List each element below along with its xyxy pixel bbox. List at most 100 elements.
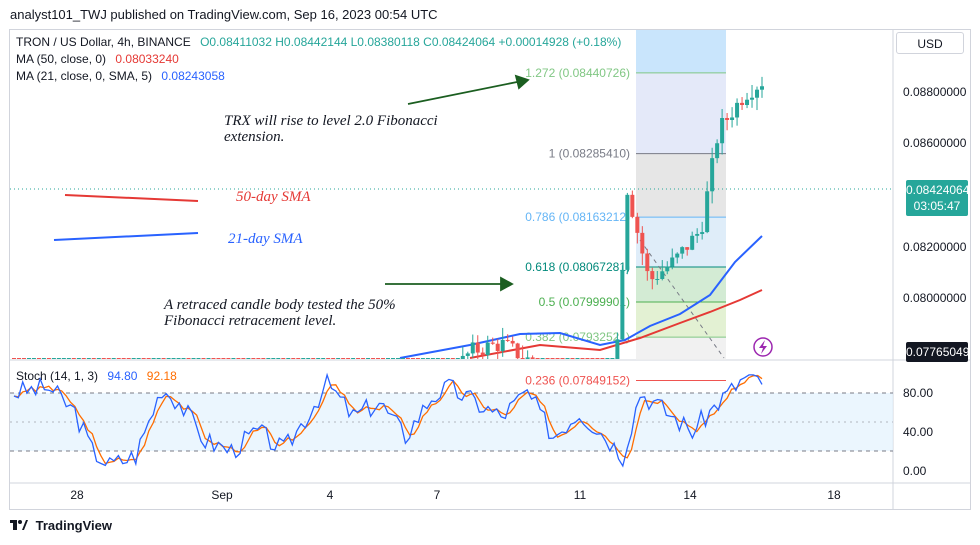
candle-body (570, 358, 575, 359)
candle-body (715, 143, 720, 159)
candle-body (316, 358, 321, 359)
candle-body (61, 358, 66, 359)
candle-body (86, 358, 91, 359)
candle-body (191, 358, 196, 359)
bar-countdown: 03:05:47 (906, 196, 968, 216)
candle-body (510, 340, 515, 344)
candle-body (615, 339, 620, 359)
candle-body (106, 358, 111, 359)
candle-body (366, 358, 371, 359)
time-tick: 28 (70, 488, 84, 502)
candle-body (640, 232, 645, 254)
currency-button[interactable]: USD (896, 32, 964, 54)
fib-zone (636, 217, 726, 268)
candle-body (341, 358, 346, 359)
ma21-line (399, 235, 763, 359)
candle-body (151, 358, 156, 359)
candle-body (740, 102, 745, 105)
candle-body (216, 358, 221, 359)
fib-zone (636, 337, 726, 360)
stoch-tick: 0.00 (903, 464, 927, 478)
candle-body (336, 358, 341, 359)
fib-zone (636, 30, 726, 73)
candle-body (435, 358, 440, 359)
candle-body (530, 357, 535, 359)
candle-body (71, 358, 76, 359)
candle-body (755, 89, 760, 98)
candle-body (600, 358, 605, 359)
annotation-retrace-line2: Fibonacci retracement level. (163, 313, 336, 329)
candle-body (520, 358, 525, 359)
candle-body (445, 358, 450, 359)
candle-body (610, 358, 615, 359)
candle-body (286, 358, 291, 359)
publisher-line: analyst101_TWJ published on TradingView.… (10, 7, 438, 22)
candle-body (720, 117, 725, 144)
candle-body (291, 358, 296, 359)
candle-body (705, 191, 710, 233)
candle-body (261, 358, 266, 359)
candle-body (575, 358, 580, 359)
candle-body (296, 358, 301, 359)
ma50-legend[interactable]: MA (50, close, 0) 0.08033240 (16, 52, 179, 66)
stoch-tick: 40.00 (903, 425, 933, 439)
candle-body (76, 358, 81, 359)
candle-body (730, 117, 735, 120)
candle-body (420, 358, 425, 359)
price-tick: 0.08600000 (903, 136, 967, 150)
candle-body (660, 271, 665, 279)
candle-body (395, 358, 400, 359)
candle-body (166, 358, 171, 359)
candle-body (735, 102, 740, 118)
candle-body (555, 358, 560, 359)
stoch-legend[interactable]: Stoch (14, 1, 3) 94.80 92.18 (16, 369, 177, 383)
candle-body (625, 194, 630, 270)
candle-body (475, 342, 480, 353)
candle-body (12, 358, 16, 359)
candle-body (141, 358, 146, 359)
candle-body (680, 247, 685, 254)
annotation-trx-line1: TRX will rise to level 2.0 Fibonacci (224, 113, 438, 129)
ohlc-values: O0.08411032 H0.08442144 L0.08380118 C0.0… (200, 35, 622, 49)
stoch-d-value: 92.18 (146, 369, 177, 383)
candle-body (460, 355, 465, 359)
candle-body (550, 358, 555, 359)
candle-body (645, 253, 650, 272)
candle-body (276, 358, 281, 359)
candle-body (495, 343, 500, 351)
annotation-arrow-up (407, 74, 530, 105)
candle-body (111, 358, 116, 359)
sma50-legend-line (64, 194, 199, 202)
ma50-line (469, 289, 763, 359)
candle-body (211, 358, 216, 359)
candle-body (455, 358, 460, 359)
candle-body (131, 358, 136, 359)
tradingview-brand: TradingView (35, 518, 112, 533)
stoch-k-line (13, 372, 763, 468)
candle-body (321, 358, 326, 359)
symbol-legend[interactable]: TRON / US Dollar, 4h, BINANCE O0.0841103… (16, 35, 621, 49)
fib-zone (636, 302, 726, 338)
candle-body (405, 358, 410, 359)
candle-body (136, 358, 141, 359)
candle-body (425, 358, 430, 359)
candle-body (430, 358, 435, 359)
candle-body (101, 358, 106, 359)
fib-level-label: 0.236 (0.07849152) (525, 373, 630, 387)
time-tick: 7 (434, 488, 441, 502)
price-tick: 0.08800000 (903, 85, 967, 99)
candle-body (690, 235, 695, 250)
candle-body (31, 358, 36, 359)
tradingview-logo[interactable]: TradingView (10, 518, 112, 533)
candle-body (415, 358, 420, 359)
candle-body (500, 339, 505, 351)
candle-body (36, 358, 41, 359)
candle-body (515, 343, 520, 359)
candle-body (246, 358, 251, 359)
fibonacci-zones (636, 30, 726, 360)
symbol-name: TRON / US Dollar, 4h, BINANCE (16, 35, 191, 49)
ma21-legend[interactable]: MA (21, close, 0, SMA, 5) 0.08243058 (16, 69, 225, 83)
fib-level-label: 0.786 (0.08163212) (525, 210, 630, 224)
candle-body (371, 358, 376, 359)
